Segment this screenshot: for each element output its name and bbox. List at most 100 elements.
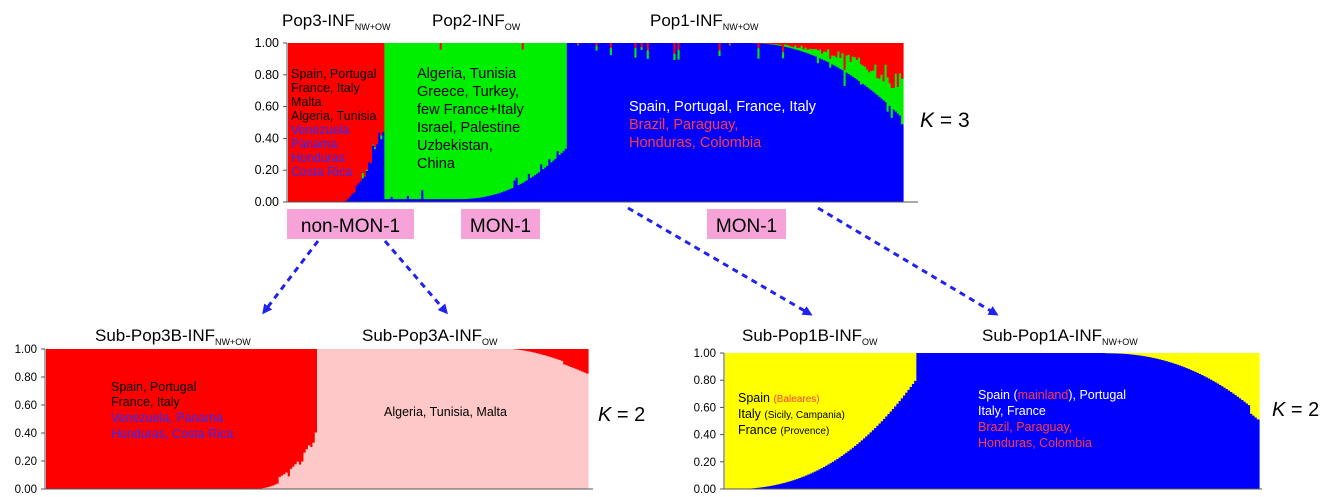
bar-segment [624, 43, 627, 203]
bar-segment [515, 349, 519, 350]
bar-segment [851, 447, 855, 490]
bar-segment [821, 59, 824, 203]
bar-segment [402, 43, 406, 200]
bar-segment [1083, 353, 1087, 490]
bar-segment [1138, 353, 1142, 356]
bar-segment [1025, 353, 1029, 490]
bar-segment [359, 43, 363, 182]
bar-segment [880, 43, 884, 75]
bar-segment [595, 43, 599, 46]
bar-segment [878, 353, 882, 424]
bar-segment [521, 49, 525, 183]
bar-segment [787, 353, 791, 482]
bar-segment [246, 349, 250, 490]
bar-segment [884, 43, 888, 65]
bar-segment [429, 349, 433, 490]
tag-mon-1-middle: MON-1 [461, 209, 540, 239]
bar-segment [305, 448, 309, 490]
bar-segment [347, 198, 351, 203]
bar-segment [413, 43, 416, 200]
bar-segment [423, 198, 426, 203]
bar-segment [829, 43, 832, 59]
bar-segment [903, 395, 906, 490]
bar-segment [292, 466, 296, 490]
bar-segment [570, 43, 574, 203]
bar-segment [1092, 353, 1095, 490]
bar-segment [421, 189, 424, 203]
bar-segment [911, 383, 915, 490]
bar-segment [847, 43, 851, 55]
bar-segment [75, 349, 79, 490]
bar-segment [503, 43, 506, 192]
bar-segment [389, 349, 393, 490]
br-title-sub-pop1b: Sub-Pop1B-INFOW [742, 326, 878, 347]
bar-segment [749, 43, 752, 203]
bar-segment [787, 481, 791, 490]
bar-segment [120, 349, 124, 490]
bar-segment [687, 43, 691, 203]
bar-segment [127, 349, 131, 490]
bar-segment [800, 476, 804, 490]
bar-segment [853, 43, 857, 58]
bar-segment [320, 43, 324, 203]
bar-segment [1156, 353, 1160, 359]
bar-segment [1125, 353, 1129, 490]
y-tick-label: 0.40 [694, 430, 716, 442]
bar-segment [377, 349, 381, 490]
bar-segment [511, 187, 515, 203]
bar-segment [414, 349, 417, 490]
bar-segment [486, 195, 490, 203]
bar-segment [472, 43, 476, 199]
bar-segment [809, 353, 813, 474]
bar-segment [1207, 353, 1211, 379]
bar-segment [646, 58, 650, 203]
bar-segment [542, 349, 546, 356]
bar-segment [1036, 353, 1040, 490]
bar-segment [228, 349, 232, 490]
bar-segment [508, 349, 512, 490]
bar-segment [591, 43, 595, 203]
bar-segment [1256, 353, 1260, 420]
bar-segment [1203, 375, 1207, 490]
bar-segment [900, 124, 904, 203]
bar-segment [693, 43, 697, 203]
bar-segment [1020, 353, 1024, 490]
bar-segment [1152, 357, 1156, 490]
bar-segment [595, 45, 599, 51]
bar-segment [554, 358, 557, 490]
bar-segment [1149, 357, 1153, 490]
bar-segment [837, 67, 841, 203]
bar-segment [780, 45, 783, 203]
bar-segment [314, 432, 318, 490]
bar-segment [870, 70, 873, 91]
bar-segment [419, 198, 422, 203]
bar-segment [520, 349, 524, 490]
bar-segment [84, 349, 88, 490]
bar-segment [190, 349, 194, 490]
bar-segment [775, 43, 779, 45]
bar-segment [794, 45, 797, 50]
bar-segment [1116, 353, 1120, 490]
bar-segment [920, 353, 924, 490]
bar-segment [213, 349, 216, 490]
bar-segment [533, 349, 537, 353]
bar-segment [493, 43, 496, 195]
bar-segment [572, 349, 576, 368]
br-sub-pop1b-labels: Spain (Baleares) Italy (Sicily, Campania… [738, 391, 845, 437]
bar-segment [785, 482, 788, 490]
bar-segment [866, 69, 869, 87]
bar-segment [1234, 394, 1238, 490]
top-pop1-labels: Spain, Portugal, France, Italy Brazil, P… [629, 99, 817, 151]
bar-segment [550, 43, 554, 163]
bar-segment [784, 44, 787, 47]
bar-segment [1127, 353, 1131, 490]
bar-segment [1210, 353, 1213, 380]
bar-segment [458, 198, 461, 203]
bar-segment [743, 43, 746, 203]
label-line: France, Italy [291, 81, 361, 95]
label-line: Honduras, Colombia [978, 436, 1092, 450]
bar-segment [349, 195, 353, 203]
bar-segment [849, 75, 853, 203]
label-line: Algeria, Tunisia [417, 66, 517, 82]
bar-segment [870, 89, 873, 203]
